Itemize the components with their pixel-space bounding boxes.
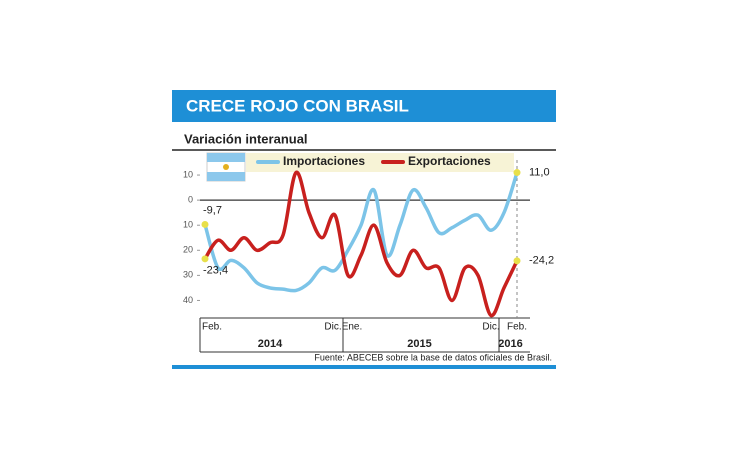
subtitle: Variación interanual	[184, 131, 308, 146]
series-line	[203, 170, 519, 318]
y-tick-label: 10	[183, 169, 193, 179]
x-tick-label: Feb.	[507, 322, 527, 333]
value-label: -24,2	[529, 255, 554, 267]
x-tick-label: Dic.	[482, 322, 499, 333]
y-tick-label: 30	[183, 270, 193, 280]
legend-label: Exportaciones	[408, 154, 491, 168]
value-label: -23,4	[203, 265, 228, 277]
end-dot	[513, 257, 521, 265]
year-label: 2015	[407, 338, 431, 350]
flag	[206, 152, 246, 182]
series-line	[203, 170, 519, 293]
legend-box	[246, 153, 514, 172]
value-label: -9,7	[203, 204, 222, 216]
y-tick-label: 10	[183, 220, 193, 230]
value-label: 11,0	[529, 166, 550, 178]
title-bar	[172, 90, 556, 122]
year-label: 2016	[498, 338, 522, 350]
end-dot	[201, 220, 209, 228]
y-tick-label: 20	[183, 245, 193, 255]
x-tick-label: Ene.	[342, 322, 363, 333]
y-tick-label: 40	[183, 295, 193, 305]
end-dot	[513, 169, 521, 177]
x-tick-label: Dic.	[324, 322, 341, 333]
y-tick-label: 0	[188, 195, 193, 205]
chart-title: CRECE ROJO CON BRASIL	[186, 96, 409, 115]
legend-label: Importaciones	[283, 154, 365, 168]
year-label: 2014	[258, 338, 283, 350]
x-tick-label: Feb.	[202, 322, 222, 333]
source: Fuente: ABECEB sobre la base de datos of…	[314, 352, 552, 362]
end-dot	[201, 255, 209, 263]
